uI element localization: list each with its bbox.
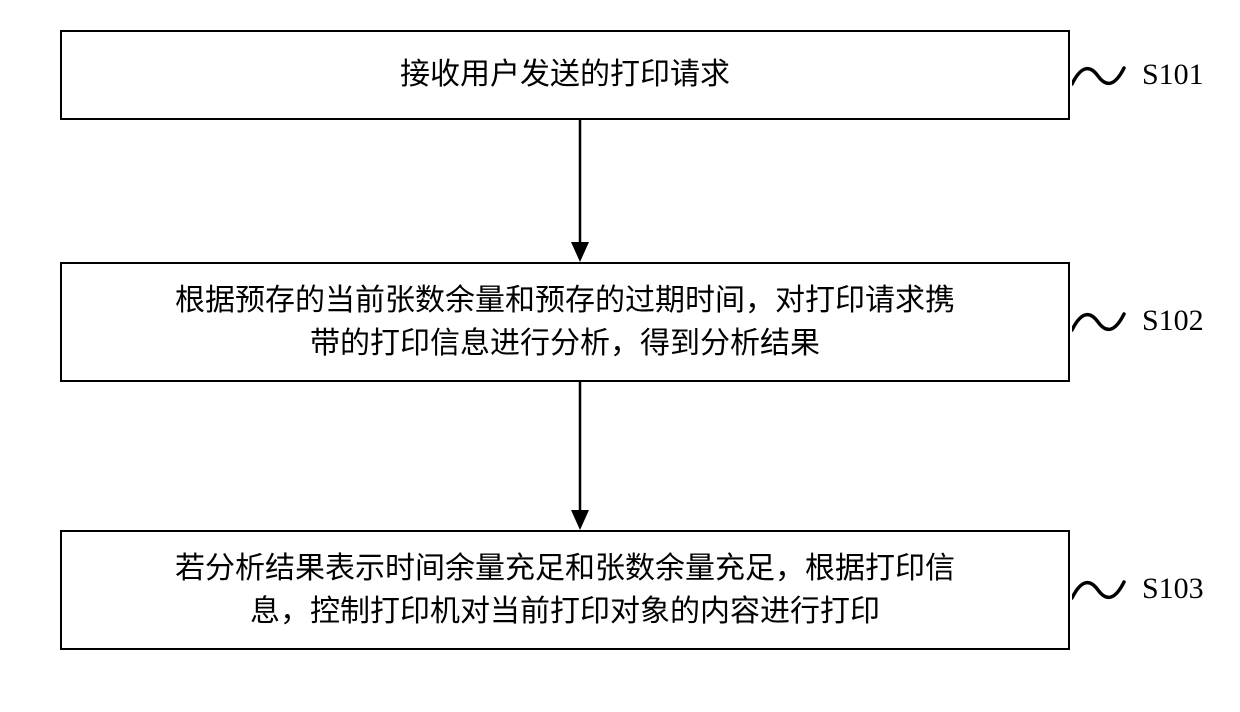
connector-tilde-s102: [1072, 302, 1132, 342]
connector-tilde-s101: [1072, 56, 1132, 96]
step-label-s101: S101: [1142, 58, 1204, 92]
flowchart-node-s102: 根据预存的当前张数余量和预存的过期时间，对打印请求携 带的打印信息进行分析，得到…: [60, 262, 1070, 382]
step-label-s103: S103: [1142, 572, 1204, 606]
node-label: 若分析结果表示时间余量充足和张数余量充足，根据打印信 息，控制打印机对当前打印对…: [175, 547, 955, 634]
arrow-s102-s103: [565, 382, 595, 530]
flowchart-canvas: 接收用户发送的打印请求 S101 根据预存的当前张数余量和预存的过期时间，对打印…: [0, 0, 1240, 712]
node-label: 接收用户发送的打印请求: [400, 53, 730, 97]
connector-tilde-s103: [1072, 570, 1132, 610]
step-label-s102: S102: [1142, 304, 1204, 338]
flowchart-node-s103: 若分析结果表示时间余量充足和张数余量充足，根据打印信 息，控制打印机对当前打印对…: [60, 530, 1070, 650]
flowchart-node-s101: 接收用户发送的打印请求: [60, 30, 1070, 120]
node-label: 根据预存的当前张数余量和预存的过期时间，对打印请求携 带的打印信息进行分析，得到…: [175, 279, 955, 366]
arrow-s101-s102: [565, 120, 595, 262]
